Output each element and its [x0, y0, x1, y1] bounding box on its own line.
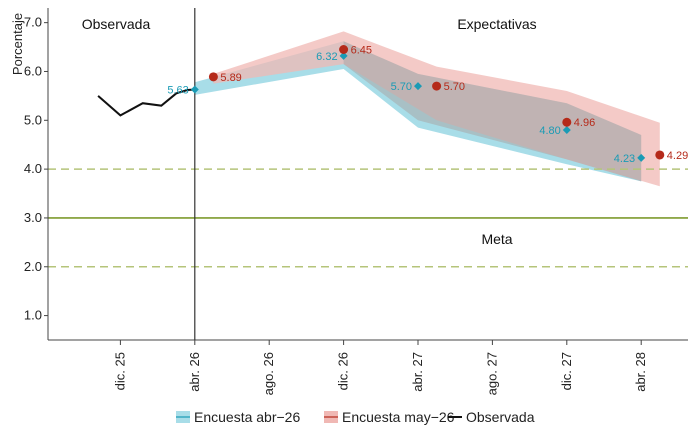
legend-label-3: Observada — [466, 409, 535, 425]
x-tick-label: abr. 27 — [410, 352, 425, 392]
survey-apr-label: 4.23 — [614, 153, 635, 165]
forecast-bands — [194, 31, 660, 187]
y-tick-label: 4.0 — [24, 161, 42, 176]
y-tick-label: 1.0 — [24, 308, 42, 323]
x-tick-label: abr. 26 — [187, 352, 202, 392]
survey-may-label: 5.89 — [220, 72, 241, 84]
survey-may-point — [208, 72, 218, 82]
annotations: Observada Expectativas Meta Porcentaje — [10, 13, 537, 247]
region-label-observed: Observada — [82, 16, 151, 32]
survey-apr-point — [562, 126, 571, 135]
x-tick-label: dic. 26 — [336, 352, 351, 390]
region-label-forecast: Expectativas — [457, 16, 536, 32]
survey-may-label: 4.29 — [667, 150, 688, 162]
forecast-band-overlap — [343, 41, 642, 182]
region-label-target: Meta — [481, 231, 512, 247]
survey-apr-label: 5.70 — [391, 81, 412, 93]
reference-lines — [48, 168, 688, 268]
y-tick-label: 7.0 — [24, 15, 42, 30]
survey-apr-label: 5.63 — [167, 85, 188, 97]
survey-may-point — [432, 81, 442, 91]
x-tick-label: ago. 27 — [484, 352, 499, 395]
survey-may-point — [562, 117, 572, 127]
forecast-points: 5.63 6.32 5.70 4.80 4.23 5.89 6.45 5.70 4.96 4.29 — [167, 45, 688, 165]
legend-label-1: Encuesta abr−26 — [194, 409, 300, 425]
survey-apr-point — [637, 153, 646, 162]
survey-apr-point — [190, 85, 199, 94]
survey-apr-label: 4.80 — [539, 125, 560, 137]
survey-may-point — [655, 150, 665, 160]
y-tick-label: 3.0 — [24, 210, 42, 225]
survey-may-point — [339, 45, 349, 54]
x-tick-label: dic. 27 — [559, 352, 574, 390]
x-tick-label: ago. 26 — [261, 352, 276, 395]
x-tick-label: abr. 28 — [633, 352, 648, 392]
survey-apr-label: 6.32 — [316, 51, 337, 63]
y-tick-label: 6.0 — [24, 63, 42, 78]
y-axis-label: Porcentaje — [10, 13, 25, 75]
survey-may-label: 5.70 — [444, 81, 465, 93]
axes: 1.0 2.0 3.0 4.0 5.0 6.0 7.0 dic. 25 abr. 26 ago. … — [24, 8, 688, 395]
legend: Encuesta abr−26 Encuesta may−26 Observada — [176, 409, 535, 425]
survey-apr-point — [414, 82, 422, 91]
y-tick-label: 5.0 — [24, 112, 42, 127]
x-tick-label: dic. 25 — [112, 352, 127, 390]
legend-label-2: Encuesta may−26 — [342, 409, 455, 425]
y-tick-label: 2.0 — [24, 259, 42, 274]
survey-may-label: 4.96 — [574, 117, 595, 129]
survey-may-label: 6.45 — [351, 45, 372, 57]
observed-series — [97, 88, 195, 117]
observed-line — [97, 88, 195, 117]
survey-apr-point — [339, 51, 348, 60]
